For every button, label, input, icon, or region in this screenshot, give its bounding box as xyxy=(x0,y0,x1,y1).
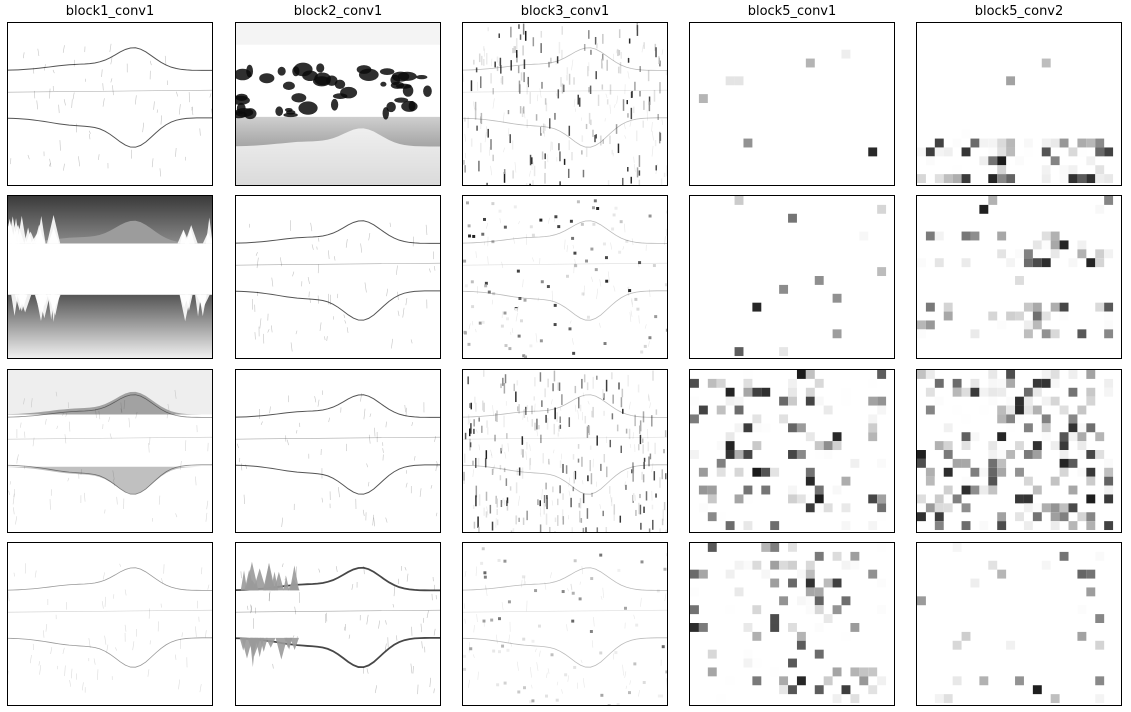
feature-map-panel xyxy=(462,195,668,359)
column-title: block3_conv1 xyxy=(520,4,610,19)
feature-map-panel xyxy=(916,22,1122,186)
feature-map-panel xyxy=(235,195,441,359)
feature-map-panel xyxy=(916,542,1122,706)
feature-map-image xyxy=(917,543,1105,704)
feature-map-image xyxy=(917,370,1114,531)
feature-map-panel xyxy=(7,22,213,186)
feature-map-panel xyxy=(7,542,213,706)
feature-map-image xyxy=(725,196,887,357)
feature-map-image xyxy=(236,390,440,527)
feature-map-image xyxy=(236,23,440,185)
feature-map-panel xyxy=(689,22,895,186)
feature-map-panel xyxy=(7,369,213,533)
feature-map-panel xyxy=(689,542,895,706)
feature-map-panel xyxy=(7,195,213,359)
feature-map-image xyxy=(463,547,667,705)
feature-map-panel xyxy=(235,22,441,186)
feature-map-image xyxy=(698,49,878,157)
column-title: block5_conv1 xyxy=(747,4,837,19)
feature-map-panel xyxy=(462,542,668,706)
feature-map-image xyxy=(8,563,212,693)
feature-map-panel xyxy=(462,369,668,533)
feature-map-image xyxy=(917,58,1114,184)
feature-map-panel xyxy=(916,369,1122,533)
feature-map-panel xyxy=(916,195,1122,359)
feature-map-image xyxy=(8,43,212,177)
feature-map-image xyxy=(236,561,440,695)
feature-map-image xyxy=(690,370,887,531)
feature-map-panel xyxy=(235,369,441,533)
feature-map-panel xyxy=(235,542,441,706)
column-title: block2_conv1 xyxy=(293,4,383,19)
feature-map-image xyxy=(8,370,212,525)
feature-map-image xyxy=(236,220,440,352)
feature-map-image xyxy=(463,199,667,358)
feature-map-image xyxy=(690,543,887,704)
feature-map-image xyxy=(463,23,667,185)
feature-map-panel xyxy=(462,22,668,186)
feature-map-panel xyxy=(689,195,895,359)
feature-map-image xyxy=(463,370,667,532)
feature-map-image xyxy=(917,196,1114,339)
column-title: block1_conv1 xyxy=(65,4,155,19)
column-title: block5_conv2 xyxy=(974,4,1064,19)
feature-map-image xyxy=(8,196,212,358)
feature-map-panel xyxy=(689,369,895,533)
